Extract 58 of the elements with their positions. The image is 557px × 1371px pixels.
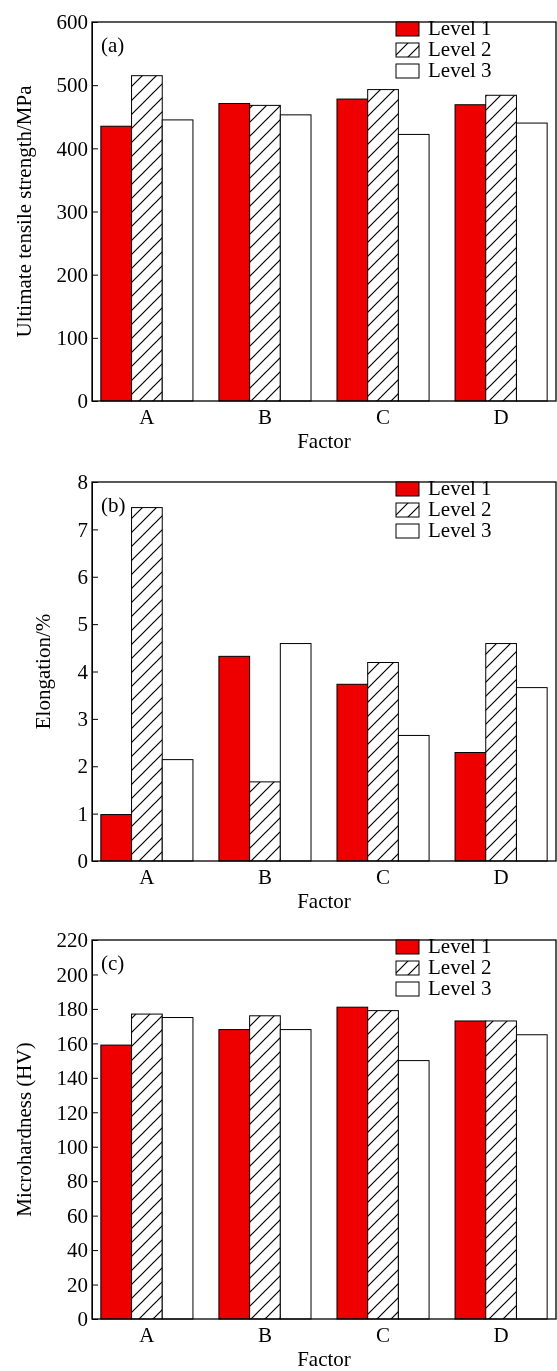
text: (c) xyxy=(101,951,125,975)
x-tick-label: D xyxy=(493,404,509,429)
y-tick-label: 200 xyxy=(56,262,88,287)
legend-label: Level 1 xyxy=(428,476,492,500)
y-tick-label: 2 xyxy=(77,754,88,779)
y-tick-label: 140 xyxy=(56,1066,88,1091)
y-tick-label: 1 xyxy=(77,801,88,826)
y-tick-label: 160 xyxy=(56,1031,88,1056)
y-tick-label: 0 xyxy=(77,389,88,414)
y-axis-title: Ultimate tensile strength/MPa xyxy=(12,84,36,338)
x-tick-label: C xyxy=(376,404,391,429)
legend-label: Level 2 xyxy=(428,497,492,521)
y-tick-label: 4 xyxy=(77,659,89,684)
x-tick-label: C xyxy=(376,864,391,889)
legend-label: Level 1 xyxy=(428,934,492,958)
legend-label: Level 3 xyxy=(428,976,492,1000)
y-tick-label: 5 xyxy=(77,612,88,637)
y-tick-label: 120 xyxy=(56,1100,88,1125)
y-tick-label: 20 xyxy=(67,1272,88,1297)
y-tick-label: 7 xyxy=(77,517,88,542)
x-axis-title: Factor xyxy=(297,429,351,453)
x-tick-label: C xyxy=(376,1322,391,1347)
x-tick-label: A xyxy=(139,864,156,889)
legend-label: Level 3 xyxy=(428,518,492,542)
legend-label: Level 3 xyxy=(428,58,492,82)
legend-label: Level 2 xyxy=(428,37,492,61)
y-axis-title: Elongation/% xyxy=(31,613,55,730)
y-tick-label: 60 xyxy=(67,1203,88,1228)
y-tick-label: 400 xyxy=(56,136,88,161)
x-tick-label: B xyxy=(257,864,272,889)
x-tick-label: A xyxy=(139,404,156,429)
text: (b) xyxy=(101,493,126,517)
x-axis-title: Factor xyxy=(297,889,351,913)
x-tick-label: B xyxy=(257,1322,272,1347)
y-tick-label: 8 xyxy=(77,470,88,495)
y-tick-label: 80 xyxy=(67,1169,88,1194)
text: (a) xyxy=(101,33,125,57)
y-tick-label: 3 xyxy=(77,707,88,732)
y-tick-label: 0 xyxy=(77,849,88,874)
y-tick-label: 220 xyxy=(56,928,88,953)
y-tick-label: 500 xyxy=(56,73,88,98)
y-tick-label: 100 xyxy=(56,326,88,351)
x-axis-title: Factor xyxy=(297,1347,351,1371)
y-tick-label: 300 xyxy=(56,199,88,224)
x-tick-label: D xyxy=(493,864,509,889)
y-tick-label: 0 xyxy=(77,1307,88,1332)
y-tick-label: 6 xyxy=(77,564,88,589)
y-tick-label: 180 xyxy=(56,997,88,1022)
y-axis-title: Microhardness (HV) xyxy=(12,1042,36,1217)
legend-label: Level 2 xyxy=(428,955,492,979)
y-tick-label: 100 xyxy=(56,1134,88,1159)
x-tick-label: D xyxy=(493,1322,509,1347)
y-tick-label: 40 xyxy=(67,1238,88,1263)
x-tick-label: B xyxy=(257,404,272,429)
y-tick-label: 600 xyxy=(56,10,88,35)
x-tick-label: A xyxy=(139,1322,156,1347)
legend-label: Level 1 xyxy=(428,16,492,40)
y-tick-label: 200 xyxy=(56,962,88,987)
